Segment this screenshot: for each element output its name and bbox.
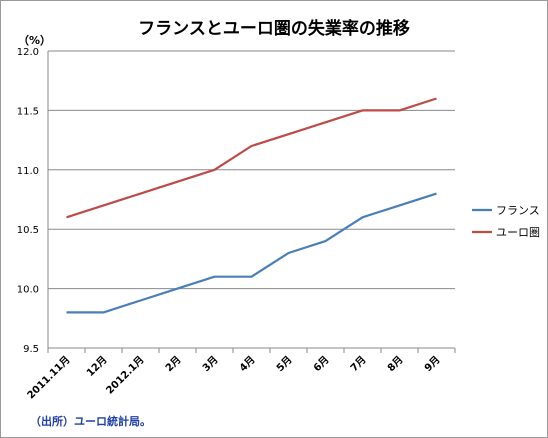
- legend-label-0: フランス: [496, 204, 540, 217]
- x-tick-label-7: 6月: [311, 354, 331, 374]
- series-lines: [66, 97, 437, 314]
- source-note: （出所）ユーロ統計局。: [30, 415, 151, 428]
- x-tick-label-5: 4月: [237, 354, 257, 374]
- y-tick-label-0: 9.5: [23, 344, 39, 355]
- x-tick-label-4: 3月: [200, 354, 220, 374]
- x-tick-label-0: 2011.11月: [25, 354, 73, 402]
- legend-label-1: ユーロ圏: [496, 226, 540, 239]
- y-tick-label-3: 11.0: [17, 166, 39, 177]
- x-tick-label-8: 7月: [348, 354, 368, 374]
- x-tick-label-2: 2012.1月: [104, 354, 147, 397]
- x-tick-label-3: 2月: [163, 354, 183, 374]
- y-unit-label: （%）: [18, 34, 52, 47]
- y-tick-label-4: 11.5: [17, 106, 39, 117]
- x-tick-label-9: 8月: [385, 354, 405, 374]
- x-tick-label-1: 12月: [84, 354, 109, 379]
- grid-lines: [47, 50, 456, 353]
- x-tick-label-10: 9月: [422, 354, 442, 374]
- y-tick-labels: 9.5 10.0 10.5 11.0 11.5 12.0: [17, 47, 39, 355]
- chart-title: フランスとユーロ圏の失業率の推移: [138, 19, 410, 39]
- series-line-0: [66, 192, 437, 314]
- y-tick-label-2: 10.5: [17, 225, 39, 236]
- series-line-1: [66, 97, 437, 219]
- y-tick-label-1: 10.0: [17, 285, 39, 296]
- x-tick-label-6: 5月: [274, 354, 294, 374]
- y-tick-label-5: 12.0: [17, 47, 39, 58]
